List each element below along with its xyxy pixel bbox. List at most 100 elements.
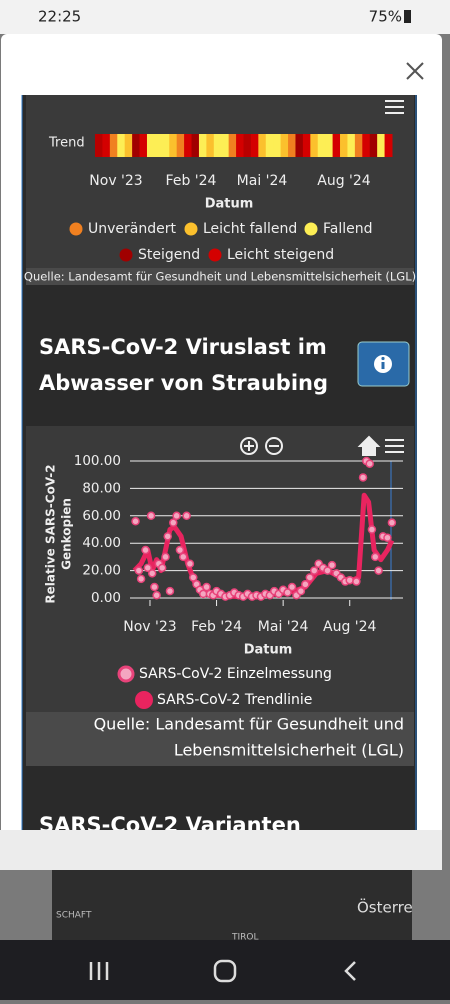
data-point xyxy=(131,517,140,526)
data-point xyxy=(175,545,185,555)
data-point xyxy=(147,569,157,578)
nav-icons xyxy=(89,959,356,983)
trend-segment xyxy=(198,134,207,157)
data-point xyxy=(169,518,178,527)
trend-segment xyxy=(169,134,178,157)
source-bar xyxy=(26,268,414,285)
status-bar xyxy=(0,0,450,34)
data-point xyxy=(365,459,374,468)
info-icon xyxy=(381,356,385,361)
data-point xyxy=(327,560,337,570)
legend-label: Fallend xyxy=(323,221,373,237)
legend-marker xyxy=(69,222,83,236)
data-point xyxy=(163,532,172,541)
data-point xyxy=(305,573,315,582)
data-point xyxy=(374,566,383,575)
status-time: 22:25 xyxy=(38,8,81,26)
x-tick-label: Feb '24 xyxy=(191,619,242,635)
data-point xyxy=(182,511,191,521)
x-tick-label: Mai '24 xyxy=(258,619,309,635)
trend-segment xyxy=(213,134,222,157)
map-label: TIROL xyxy=(231,933,259,943)
trend-segment xyxy=(295,134,304,157)
data-point xyxy=(345,575,354,585)
map-label: SCHAFT xyxy=(56,911,92,921)
chart-toolbar[interactable] xyxy=(240,435,404,456)
source: Quelle: Landesamt für Gesundheit und Leb… xyxy=(24,270,416,284)
data-point xyxy=(367,525,377,534)
data-point xyxy=(172,511,181,521)
legend-label: Leicht steigend xyxy=(227,247,334,263)
x-tick-label: Nov '23 xyxy=(123,619,176,635)
status-battery: 75% xyxy=(369,8,402,26)
data-point xyxy=(287,582,297,592)
y-tick-label: 60.00 xyxy=(82,508,121,524)
battery-icon xyxy=(404,10,411,23)
data-point xyxy=(179,552,188,562)
trend-segment xyxy=(221,134,230,157)
legend-label: SARS-CoV-2 Einzelmessung xyxy=(139,666,332,682)
data-point xyxy=(358,473,368,482)
trend-segment xyxy=(191,134,200,157)
data-point xyxy=(143,563,153,573)
legend-label: Unverändert xyxy=(88,221,176,237)
y-tick-label: 80.00 xyxy=(82,480,121,496)
data-point xyxy=(185,559,195,568)
nav-bar xyxy=(0,940,450,1000)
trend-segment xyxy=(176,134,185,157)
source-bar xyxy=(26,712,414,766)
info-button[interactable] xyxy=(357,341,410,387)
source: Lebensmittelsicherheit (LGL) xyxy=(174,741,404,760)
legend-marker xyxy=(135,691,153,709)
legend-marker xyxy=(208,248,222,262)
trend-segment xyxy=(273,134,282,157)
data-point xyxy=(371,552,380,562)
axis-title: Relative SARS-CoV-2 xyxy=(44,464,58,603)
data-point xyxy=(323,566,332,575)
data-point xyxy=(150,582,159,592)
data-point xyxy=(146,511,156,521)
trend-label: Trend xyxy=(48,136,85,151)
y-tick-label: 40.00 xyxy=(82,535,121,551)
trend-segment xyxy=(95,134,103,157)
trend-segment xyxy=(243,134,252,157)
data-point xyxy=(134,566,144,575)
data-point xyxy=(136,574,146,584)
trend-segment xyxy=(139,134,148,157)
trend-segment xyxy=(288,134,296,157)
data-point xyxy=(296,586,306,596)
x-tick-label: Feb '24 xyxy=(166,173,217,189)
trend-segment xyxy=(161,134,170,157)
trend-segment xyxy=(124,134,133,157)
data-point xyxy=(283,588,292,597)
legend-marker xyxy=(304,222,318,236)
x-tick-label: Aug '24 xyxy=(317,173,371,189)
map xyxy=(52,870,412,940)
legend-marker xyxy=(117,665,135,683)
axis-title: Datum xyxy=(205,197,254,212)
legend-label: SARS-CoV-2 Trendlinie xyxy=(157,692,312,708)
data-point xyxy=(161,552,170,562)
trend-segment xyxy=(109,134,118,157)
legend-marker xyxy=(119,248,133,262)
close-button[interactable] xyxy=(406,62,424,80)
trend-segment xyxy=(146,134,155,157)
trend-segment xyxy=(384,134,393,157)
data-point xyxy=(202,582,211,592)
y-tick-label: 100.00 xyxy=(74,453,121,469)
trend-segment xyxy=(184,134,193,157)
trend-segment xyxy=(310,134,319,157)
trend-segment xyxy=(102,134,111,157)
source: Quelle: Landesamt für Gesundheit und xyxy=(94,715,404,734)
trend-segment xyxy=(117,134,126,157)
trend-segment xyxy=(325,134,334,157)
data-point xyxy=(387,518,397,527)
x-tick-label: Nov '23 xyxy=(89,173,142,189)
axis-title: Genkopien xyxy=(60,498,74,570)
data-point xyxy=(383,533,392,542)
trend-segment xyxy=(258,134,267,157)
menu-icon[interactable] xyxy=(385,100,404,114)
x-tick-label: Mai '24 xyxy=(237,173,288,189)
data-point xyxy=(301,580,310,589)
